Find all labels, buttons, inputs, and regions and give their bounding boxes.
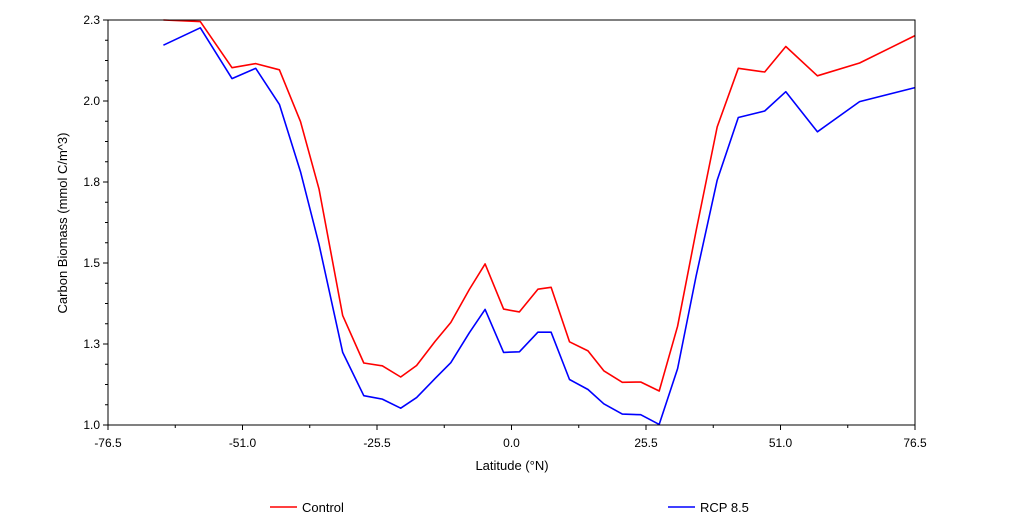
plot-area <box>163 19 916 426</box>
x-tick-label: 76.5 <box>903 436 927 450</box>
x-axis-title: Latitude (°N) <box>475 458 548 473</box>
legend: Control RCP 8.5 <box>270 500 749 515</box>
x-tick-label: 51.0 <box>769 436 793 450</box>
y-tick-label: 2.0 <box>83 94 100 108</box>
y-tick-label: 1.0 <box>83 418 100 432</box>
axes: 1.0 1.3 1.5 1.8 2.0 2.3 -76.5 -51.0 -25.5 0.0 25.5… <box>83 13 927 450</box>
x-tick-label: -76.5 <box>94 436 122 450</box>
plot-frame <box>107 19 916 426</box>
x-tick-label: -25.5 <box>363 436 391 450</box>
y-tick-label: 1.3 <box>83 337 100 351</box>
series-line-rcp85 <box>163 26 916 426</box>
x-tick-label: -51.0 <box>229 436 257 450</box>
y-axis-title: Carbon Biomass (mmol C/m^3) <box>55 133 70 314</box>
series-line-control <box>163 19 916 392</box>
legend-label: RCP 8.5 <box>700 500 749 515</box>
y-tick-label: 1.5 <box>83 256 100 270</box>
y-tick-label: 1.8 <box>83 175 100 189</box>
x-tick-label: 25.5 <box>634 436 658 450</box>
legend-label: Control <box>302 500 344 515</box>
x-tick-label: 0.0 <box>503 436 520 450</box>
y-tick-label: 2.3 <box>83 13 100 27</box>
